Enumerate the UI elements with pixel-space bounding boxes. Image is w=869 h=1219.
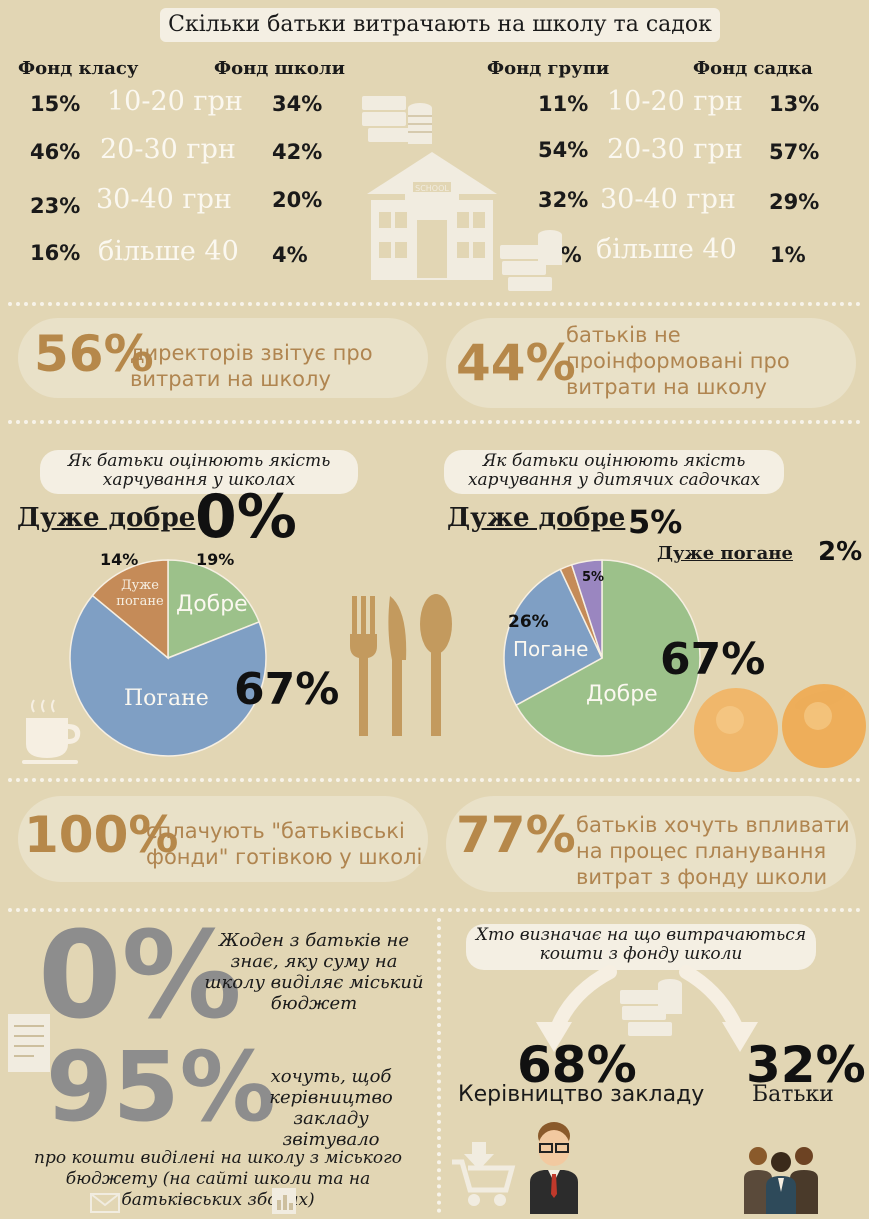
kinder-fund-value: 29% (769, 190, 820, 214)
kinder-good-percent: 67% (660, 634, 766, 685)
report-percent: 95% (46, 1031, 276, 1143)
uninformed-percent: 44% (456, 334, 576, 392)
pie-slice-Погане (69, 594, 267, 757)
parents-percent: 32% (746, 1036, 866, 1094)
money-stack-icon (500, 230, 562, 291)
cart-icon (452, 1142, 516, 1206)
school-very-bad-slice-label: Дуже погане (116, 578, 164, 609)
cash-percent: 100% (24, 806, 179, 864)
page-title: Скільки батьки витрачають на школу та са… (160, 8, 720, 42)
stat-bubble (18, 318, 428, 398)
class-fund-value: 23% (30, 194, 81, 218)
kinder-bad-percent: 26% (508, 612, 549, 632)
kinder-fund-header: Фонд садка (693, 58, 813, 79)
class-fund-value: 15% (30, 92, 81, 116)
school-very-bad-percent: 14% (100, 550, 139, 569)
report-subtext: про кошти виділені на школу з міського б… (34, 1148, 402, 1210)
coffee-cup-icon (22, 699, 81, 764)
stat-bubble (446, 318, 856, 408)
pie-slice-Добре (167, 559, 261, 660)
nobody-knows-text: Жоден з батьків не знає, яку суму на шко… (204, 930, 424, 1014)
fee-range: 10-20 грн (107, 86, 243, 117)
school-very-good-value: 0% (195, 482, 297, 552)
money-stack-icon (362, 96, 432, 144)
oranges-icon (694, 684, 866, 772)
report-text: хочуть, щоб керівництво закладу звітувал… (269, 1066, 393, 1150)
arrows-icon (536, 965, 758, 1052)
divider (8, 302, 861, 306)
directors-percent: 56% (34, 325, 154, 383)
kinder-very-good-percent-slice: 5% (582, 570, 605, 585)
stat-bubble (18, 796, 428, 882)
kinder-very-bad-label: Дуже погане (657, 543, 793, 564)
vertical-divider (437, 918, 441, 1213)
kinder-bad-slice-label: Погане (513, 637, 589, 661)
influence-text: батьків хочуть впливати на процес планув… (576, 813, 850, 889)
school-fund-value: 4% (272, 243, 308, 267)
school-food-pie-chart (69, 559, 267, 757)
parents-label: Батьки (752, 1082, 834, 1107)
kinder-good-slice-label: Добре (586, 682, 658, 707)
divider (8, 778, 861, 782)
group-fund-value: 54% (538, 138, 589, 162)
svg-text:SCHOOL: SCHOOL (415, 184, 449, 193)
pie-slice-Погане (503, 568, 603, 707)
fee-range: 20-30 грн (607, 134, 743, 165)
group-fund-value: 11% (538, 92, 589, 116)
kinder-food-pie-chart (503, 559, 701, 757)
businessman-icon (530, 1122, 578, 1214)
group-fund-header: Фонд групи (487, 58, 610, 79)
divider (8, 420, 861, 424)
envelope-icon (90, 1193, 120, 1213)
admin-percent: 68% (517, 1036, 637, 1094)
uninformed-text: батьків не проінформовані про витрати на… (566, 323, 790, 399)
kinder-very-bad-value: 2% (818, 537, 863, 567)
kinder-fund-value: 1% (770, 243, 806, 267)
cutlery-icon (350, 594, 452, 736)
kinder-fund-value: 13% (769, 92, 820, 116)
chart-doc-icon (272, 1188, 296, 1214)
school-very-good-label: Дуже добре (17, 503, 196, 533)
kinder-very-good-value: 5% (628, 503, 683, 541)
cash-text: сплачують "батьківські фонди" готівкою у… (146, 819, 423, 869)
kinder-food-question: Як батьки оцінюють якість харчування у д… (444, 450, 784, 494)
pie-slice-Дуже погане (91, 559, 169, 660)
directors-text: директорів звітує про витрати на школу (130, 341, 373, 391)
school-food-question: Як батьки оцінюють якість харчування у ш… (40, 450, 358, 494)
fee-range: більше 40 (98, 236, 239, 267)
school-good-slice-label: Добре (176, 592, 248, 617)
divider (8, 908, 861, 912)
nobody-knows-percent: 0% (38, 907, 242, 1046)
stat-bubble (446, 796, 856, 892)
school-fund-value: 34% (272, 92, 323, 116)
school-bad-percent: 67% (234, 664, 340, 715)
class-fund-header: Фонд класу (18, 58, 139, 79)
fee-range: 20-30 грн (100, 134, 236, 165)
kinder-very-good-label: Дуже добре (447, 503, 626, 533)
parents-group-icon (744, 1147, 818, 1214)
class-fund-value: 46% (30, 140, 81, 164)
admin-label: Керівництво закладу (458, 1082, 705, 1107)
document-icon (8, 1014, 50, 1072)
class-fund-value: 16% (30, 241, 81, 265)
fee-range: більше 40 (596, 234, 737, 265)
school-fund-header: Фонд школи (214, 58, 345, 79)
influence-percent: 77% (456, 806, 576, 864)
who-decides-question: Хто визначає на що витрачаються кошти з … (466, 924, 816, 970)
school-bad-slice-label: Погане (124, 686, 209, 711)
kinder-fund-value: 57% (769, 140, 820, 164)
fee-range: 30-40 грн (96, 184, 232, 215)
group-fund-value: 32% (538, 188, 589, 212)
money-stack-icon (620, 979, 682, 1036)
school-fund-value: 42% (272, 140, 323, 164)
pie-slice-Добре (515, 559, 701, 757)
pie-slice-Дуже добре (570, 559, 603, 659)
fee-range: 30-40 грн (600, 184, 736, 215)
school-fund-value: 20% (272, 188, 323, 212)
school-good-percent: 19% (196, 550, 235, 569)
fee-range: 10-20 грн (607, 86, 743, 117)
school-building-icon: SCHOOL (367, 152, 497, 280)
